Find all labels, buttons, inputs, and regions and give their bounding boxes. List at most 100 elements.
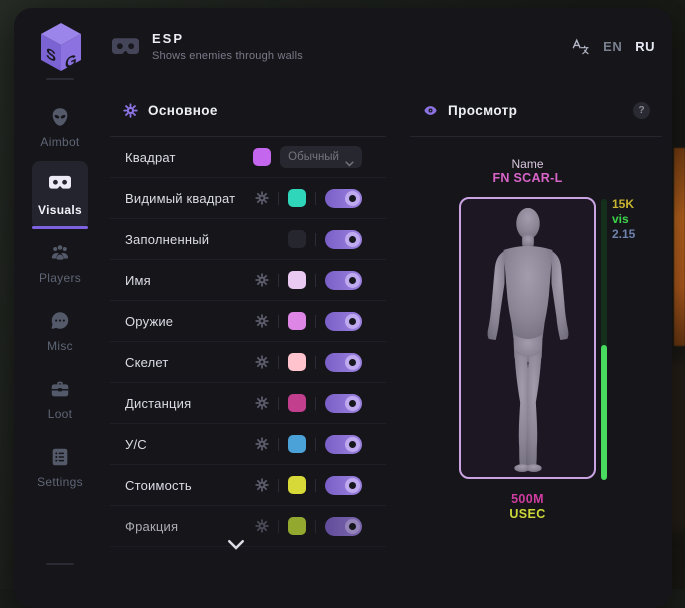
- sidebar-item-label: Loot: [48, 407, 73, 421]
- style-dropdown[interactable]: Обычный: [280, 146, 362, 168]
- language-switcher: EN RU: [571, 8, 655, 85]
- alien-icon: [49, 106, 71, 128]
- toggle-switch[interactable]: [325, 189, 362, 208]
- list-icon: [49, 446, 71, 468]
- setting-controls: [288, 230, 362, 249]
- color-swatch[interactable]: [288, 312, 306, 330]
- setting-row: Фракция: [110, 506, 386, 547]
- sidebar-item-label: Aimbot: [40, 135, 79, 149]
- sidebar-item-visuals[interactable]: Visuals: [32, 161, 88, 229]
- color-swatch[interactable]: [288, 189, 306, 207]
- color-swatch[interactable]: [288, 394, 306, 412]
- settings-rows: Квадрат Обычный Видимый квадрат: [110, 137, 386, 547]
- gear-icon[interactable]: [255, 355, 269, 369]
- setting-label: Скелет: [125, 355, 255, 370]
- control-divider: [278, 356, 279, 369]
- menu-header: S G ESP Shows enemies through walls EN R…: [14, 8, 672, 85]
- color-swatch[interactable]: [288, 271, 306, 289]
- sidebar-item-label: Settings: [37, 475, 83, 489]
- header-info: ESP Shows enemies through walls: [112, 8, 303, 85]
- stat-distance: 2.15: [612, 227, 635, 242]
- help-button[interactable]: ?: [633, 102, 650, 119]
- lang-ru-button[interactable]: RU: [635, 39, 655, 54]
- sidebar-item-label: Visuals: [38, 203, 82, 217]
- setting-label: Квадрат: [125, 150, 253, 165]
- dropdown-value: Обычный: [288, 151, 339, 163]
- chevron-down-icon[interactable]: [227, 537, 245, 550]
- setting-row: Имя: [110, 260, 386, 301]
- target-faction: USEC: [410, 507, 645, 521]
- control-divider: [278, 397, 279, 410]
- setting-row: У/С: [110, 424, 386, 465]
- sidebar-item-misc[interactable]: Misc: [32, 297, 88, 365]
- briefcase-icon: [49, 378, 71, 400]
- color-swatch[interactable]: [288, 476, 306, 494]
- header-titles: ESP Shows enemies through walls: [152, 31, 303, 62]
- toggle-knob: [345, 396, 360, 411]
- chat-bubble-icon: [49, 310, 71, 332]
- toggle-switch[interactable]: [325, 271, 362, 290]
- stat-value: 15K: [612, 197, 635, 212]
- setting-label: Стоимость: [125, 478, 255, 493]
- toggle-knob: [345, 273, 360, 288]
- page-subtitle: Shows enemies through walls: [152, 50, 303, 62]
- toggle-knob: [345, 437, 360, 452]
- sidebar: Aimbot Visuals Players Misc: [14, 85, 106, 608]
- gear-icon[interactable]: [255, 478, 269, 492]
- setting-label: У/С: [125, 437, 255, 452]
- sidebar-item-aimbot[interactable]: Aimbot: [32, 93, 88, 161]
- sidebar-item-players[interactable]: Players: [32, 229, 88, 297]
- color-swatch[interactable]: [253, 148, 271, 166]
- gear-icon[interactable]: [255, 191, 269, 205]
- control-divider: [278, 192, 279, 205]
- color-swatch[interactable]: [288, 230, 306, 248]
- setting-controls: [255, 394, 362, 413]
- translate-icon: [571, 37, 590, 56]
- gear-icon[interactable]: [255, 396, 269, 410]
- toggle-switch[interactable]: [325, 476, 362, 495]
- toggle-switch[interactable]: [325, 312, 362, 331]
- setting-label: Заполненный: [125, 232, 288, 247]
- control-divider: [278, 438, 279, 451]
- gear-icon[interactable]: [255, 314, 269, 328]
- sidebar-item-label: Players: [39, 271, 81, 285]
- toggle-switch[interactable]: [325, 230, 362, 249]
- color-swatch[interactable]: [288, 435, 306, 453]
- preview-panel: Просмотр ? Name FN SCAR-L: [410, 85, 662, 608]
- toggle-switch[interactable]: [325, 435, 362, 454]
- gear-icon[interactable]: [255, 519, 269, 533]
- toggle-switch[interactable]: [325, 353, 362, 372]
- setting-label: Видимый квадрат: [125, 191, 255, 206]
- color-swatch[interactable]: [288, 353, 306, 371]
- setting-controls: [255, 476, 362, 495]
- settings-panel-title: Основное: [148, 103, 218, 118]
- toggle-switch[interactable]: [325, 394, 362, 413]
- control-divider: [315, 356, 316, 369]
- target-value: 500M: [410, 492, 645, 506]
- setting-row: Квадрат Обычный: [110, 137, 386, 178]
- sidebar-item-loot[interactable]: Loot: [32, 365, 88, 433]
- toggle-knob: [345, 478, 360, 493]
- sidebar-item-label: Misc: [47, 339, 73, 353]
- sidebar-divider-top: [46, 78, 74, 80]
- control-divider: [315, 315, 316, 328]
- toggle-knob: [345, 519, 360, 534]
- player-model-preview: [459, 197, 596, 479]
- lang-en-button[interactable]: EN: [603, 39, 622, 54]
- color-swatch[interactable]: [288, 517, 306, 535]
- esp-stats: 15K vis 2.15: [612, 197, 635, 242]
- control-divider: [315, 274, 316, 287]
- toggle-knob: [345, 191, 360, 206]
- esp-goggles-icon: [112, 36, 139, 57]
- gear-icon[interactable]: [255, 273, 269, 287]
- chevron-down-icon: [345, 154, 354, 161]
- stat-visibility: vis: [612, 212, 635, 227]
- toggle-switch[interactable]: [325, 517, 362, 536]
- control-divider: [278, 315, 279, 328]
- setting-row: Оружие: [110, 301, 386, 342]
- gear-icon[interactable]: [255, 437, 269, 451]
- sg-cube-logo-icon: S G: [37, 21, 85, 73]
- sidebar-item-settings[interactable]: Settings: [32, 433, 88, 501]
- setting-controls: Обычный: [253, 146, 362, 168]
- setting-controls: [255, 517, 362, 536]
